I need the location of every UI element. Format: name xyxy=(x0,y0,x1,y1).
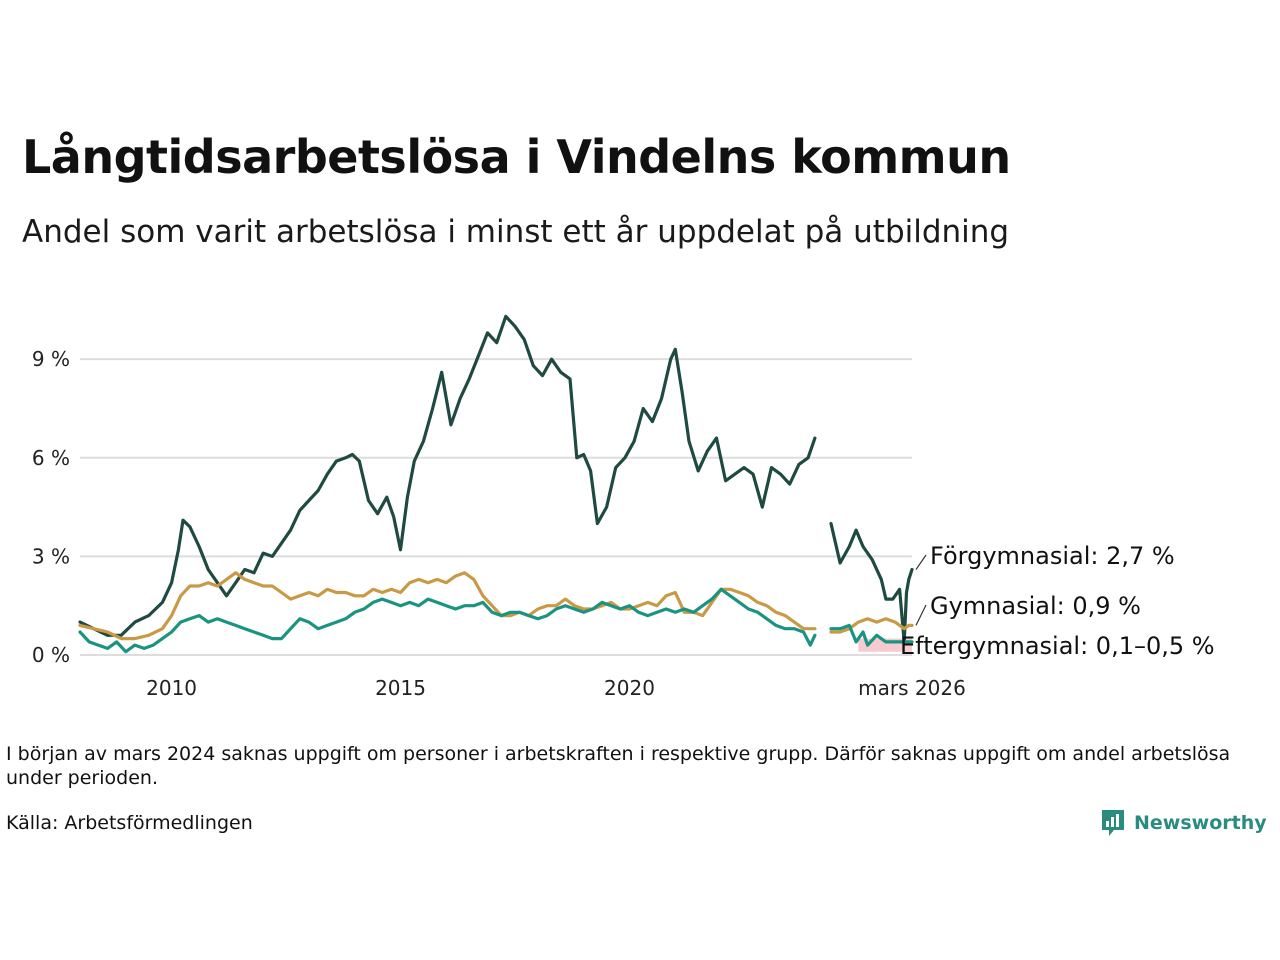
label-connector xyxy=(915,554,927,570)
end-label-gymnasial: Gymnasial: 0,9 % xyxy=(930,592,1141,620)
end-labels: Förgymnasial: 2,7 % Gymnasial: 0,9 % Efter… xyxy=(900,542,1215,660)
series-line-eftergymnasial xyxy=(78,587,914,654)
series-lines xyxy=(78,314,914,654)
footnote: I början av mars 2024 saknas uppgift om … xyxy=(6,743,1231,789)
x-tick-label: 2010 xyxy=(146,676,197,700)
end-label-f-rgymnasial: Förgymnasial: 2,7 % xyxy=(930,542,1175,570)
label-connector xyxy=(915,604,927,626)
newsworthy-logo: Newsworthy xyxy=(1100,808,1267,838)
chart-subtitle: Andel som varit arbetslösa i minst ett å… xyxy=(22,214,1010,250)
source-text: Källa: Arbetsförmedlingen xyxy=(6,812,253,834)
series-line-gymnasial xyxy=(78,571,914,641)
end-label-eftergymnasial: Eftergymnasial: 0,1–0,5 % xyxy=(900,632,1215,660)
y-tick-label: 9 % xyxy=(32,347,70,371)
y-tick-label: 3 % xyxy=(32,544,70,568)
y-tick-label: 0 % xyxy=(32,643,70,667)
chart-title: Långtidsarbetslösa i Vindelns kommun xyxy=(22,130,1011,184)
x-tick-label: 2020 xyxy=(604,676,655,700)
x-tick-label: mars 2026 xyxy=(858,676,966,700)
line-chart: Förgymnasial: 2,7 % Gymnasial: 0,9 % Efter… xyxy=(32,314,1215,700)
y-tick-label: 6 % xyxy=(32,446,70,470)
newsworthy-logo-icon xyxy=(1102,810,1124,836)
gridlines xyxy=(80,358,912,656)
logo-text: Newsworthy xyxy=(1134,812,1267,834)
x-tick-label: 2015 xyxy=(375,676,426,700)
series-line-f-rgymnasial xyxy=(78,314,914,644)
axis-labels: 0 % 3 % 6 % 9 % 2010 2015 2020 mars 2026 xyxy=(32,347,966,700)
